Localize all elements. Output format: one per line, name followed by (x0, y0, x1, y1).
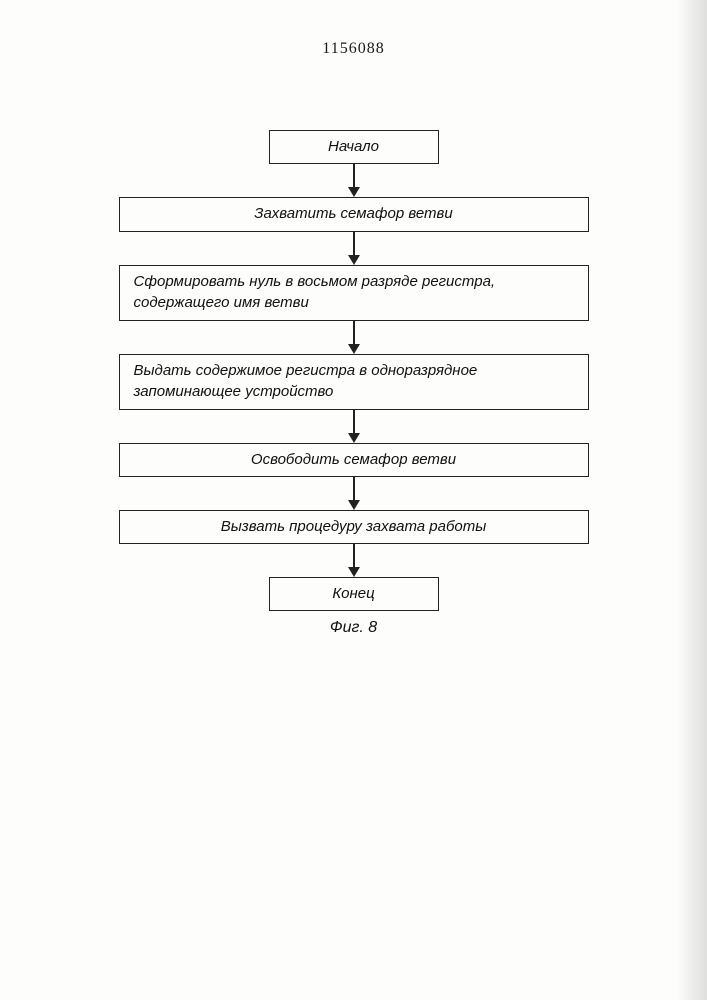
flow-arrow (348, 477, 360, 510)
flow-node-n5: Вызвать процедуру захвата работы (119, 510, 589, 544)
figure-caption: Фиг. 8 (330, 619, 377, 637)
page-edge-shadow (677, 0, 707, 1000)
page: 1156088 Начало Захватить семафор ветви Сфо… (0, 0, 707, 1000)
flowchart: Начало Захватить семафор ветви Сформироват… (114, 130, 594, 637)
flow-node-n2: Сформировать нуль в восьмом разряде реги… (119, 265, 589, 321)
flow-node-n3: Выдать содержимое регистра в одноразрядн… (119, 354, 589, 410)
flow-arrow (348, 410, 360, 443)
flow-node-n4: Освободить семафор ветви (119, 443, 589, 477)
flow-node-n1: Захватить семафор ветви (119, 197, 589, 231)
flow-node-start: Начало (269, 130, 439, 164)
flow-arrow (348, 164, 360, 197)
flow-arrow (348, 321, 360, 354)
flow-arrow (348, 232, 360, 265)
document-number: 1156088 (0, 40, 707, 58)
flow-node-end: Конец (269, 577, 439, 611)
flow-arrow (348, 544, 360, 577)
